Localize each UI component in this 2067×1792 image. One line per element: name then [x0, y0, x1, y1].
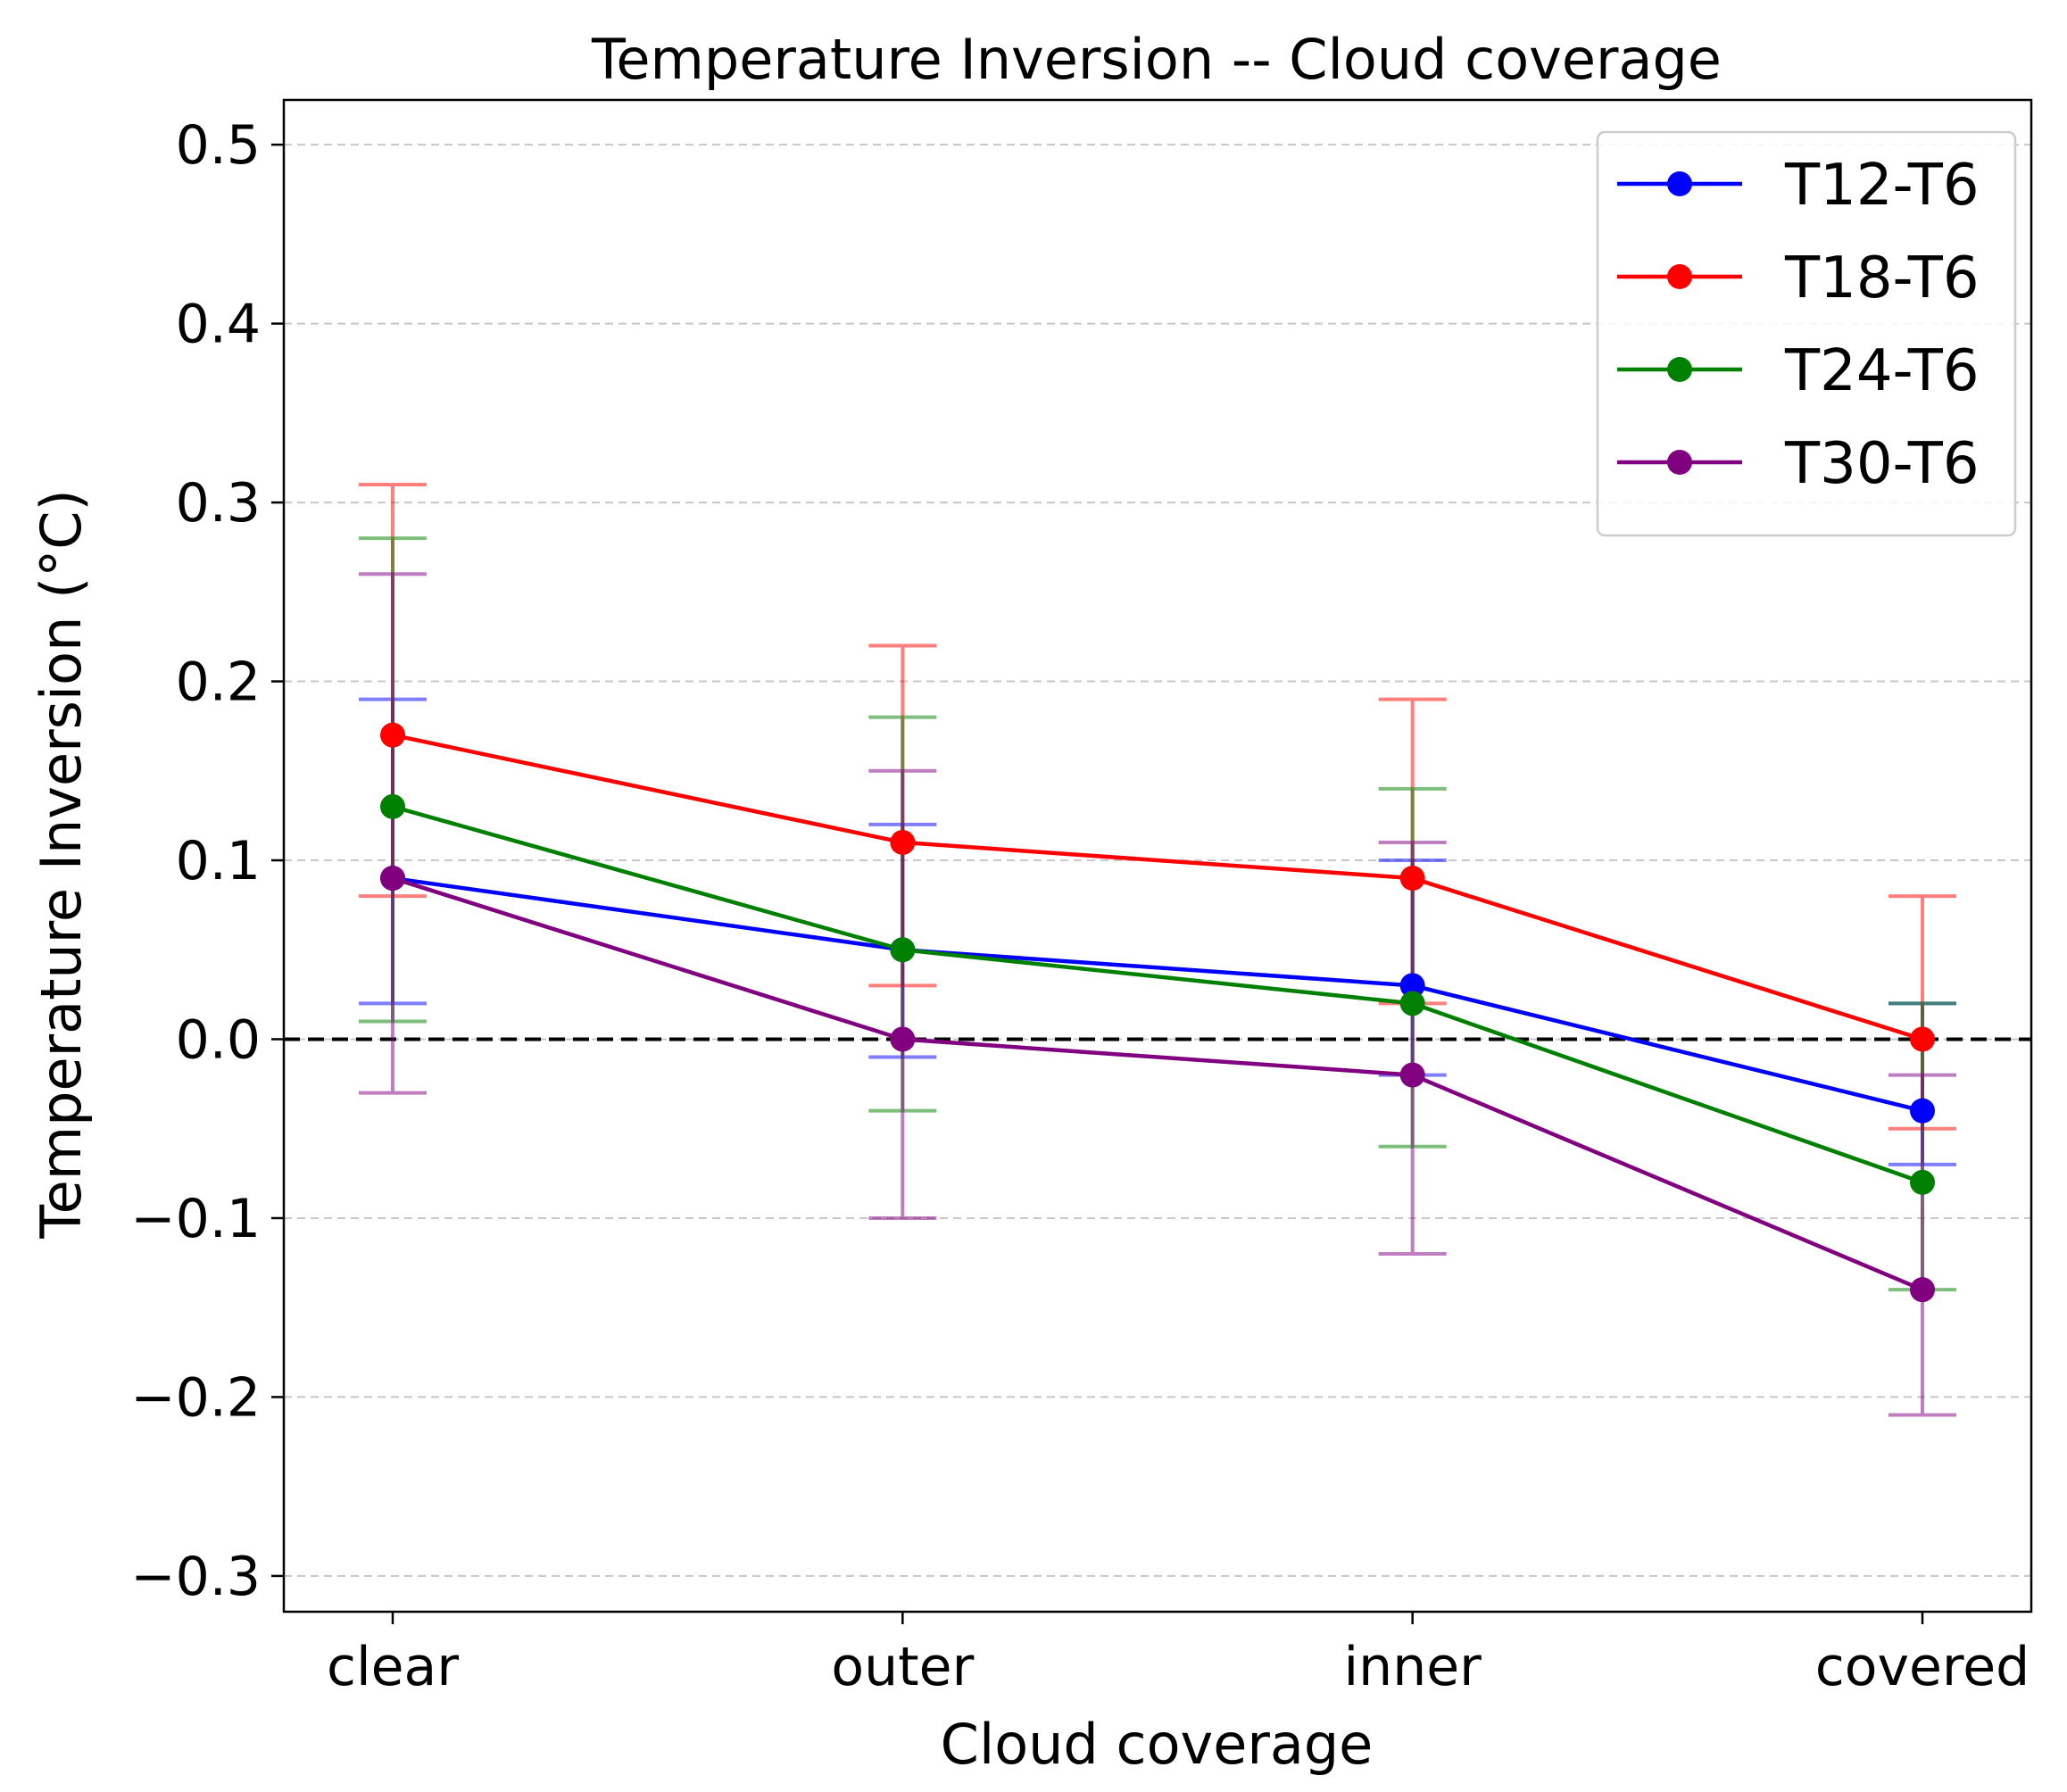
- data-point-T30-T6-inner: [1399, 1062, 1425, 1088]
- error-bar-T30-T6-inner: [1378, 840, 1447, 1257]
- data-point-T30-T6-clear: [380, 866, 405, 892]
- data-point-T24-T6-clear: [380, 793, 405, 819]
- legend-marker-T18-T6: [1667, 264, 1692, 289]
- y-tick-label: 0.3: [176, 472, 261, 535]
- data-point-T12-T6-covered: [1910, 1098, 1935, 1124]
- series-points: [380, 722, 1935, 1303]
- y-tick-label: −0.1: [130, 1188, 261, 1250]
- data-point-T18-T6-inner: [1399, 866, 1425, 892]
- chart-title: Temperature Inversion -- Cloud coverage: [591, 27, 1722, 92]
- legend-label-T24-T6: T24-T6: [1784, 338, 1980, 404]
- series-line-T30-T6: [392, 875, 1923, 1292]
- series-line-T18-T6: [392, 733, 1923, 1041]
- x-tick-label-clear: clear: [327, 1636, 459, 1698]
- data-point-T12-T6-inner: [1399, 973, 1425, 999]
- series-lines: [392, 733, 1923, 1292]
- y-tick-label: 0.2: [176, 651, 261, 714]
- y-axis-label: Temperature Inversion (°C): [29, 489, 94, 1239]
- data-point-T30-T6-covered: [1910, 1277, 1935, 1303]
- y-tick-label: −0.2: [130, 1366, 261, 1429]
- legend-box: [1596, 130, 2017, 537]
- x-tick-label-covered: covered: [1815, 1636, 2030, 1698]
- x-axis-label: Cloud coverage: [941, 1712, 1374, 1777]
- x-tick-label-inner: inner: [1344, 1636, 1482, 1698]
- data-point-T18-T6-covered: [1910, 1026, 1935, 1052]
- series-line-T12-T6: [392, 875, 1923, 1113]
- y-tick-label: 0.5: [176, 114, 261, 177]
- data-point-T24-T6-covered: [1910, 1169, 1935, 1195]
- legend-marker-T12-T6: [1667, 171, 1692, 196]
- y-tick-label: 0.4: [176, 294, 261, 356]
- data-point-T24-T6-inner: [1399, 991, 1425, 1016]
- legend: T12-T6 T18-T6 T24-T6 T30-T6: [1596, 130, 2017, 537]
- error-bar-T30-T6-covered: [1889, 1073, 1956, 1417]
- legend-marker-T24-T6: [1667, 357, 1692, 382]
- y-axis-ticks: −0.3 −0.2 −0.1 0.0 0.1 0.2 0.3 0.4 0.5: [130, 114, 284, 1608]
- data-point-T24-T6-outer: [890, 937, 916, 963]
- data-point-T18-T6-clear: [380, 722, 405, 748]
- y-tick-label: 0.0: [176, 1008, 261, 1071]
- error-bar-T30-T6-clear: [359, 572, 427, 1095]
- legend-marker-T30-T6: [1667, 450, 1692, 475]
- legend-label-T12-T6: T12-T6: [1784, 153, 1980, 219]
- x-tick-label-outer: outer: [831, 1636, 974, 1698]
- legend-label-T18-T6: T18-T6: [1784, 245, 1980, 311]
- data-point-T18-T6-outer: [890, 829, 916, 855]
- legend-label-T30-T6: T30-T6: [1784, 431, 1980, 497]
- plot-frame: [282, 98, 2033, 1614]
- x-axis-ticks: clear outer inner covered: [327, 1612, 2030, 1698]
- series-line-T24-T6: [392, 804, 1923, 1184]
- data-point-T30-T6-outer: [890, 1026, 916, 1052]
- y-tick-label: 0.1: [176, 830, 261, 892]
- y-tick-label: −0.3: [130, 1546, 261, 1608]
